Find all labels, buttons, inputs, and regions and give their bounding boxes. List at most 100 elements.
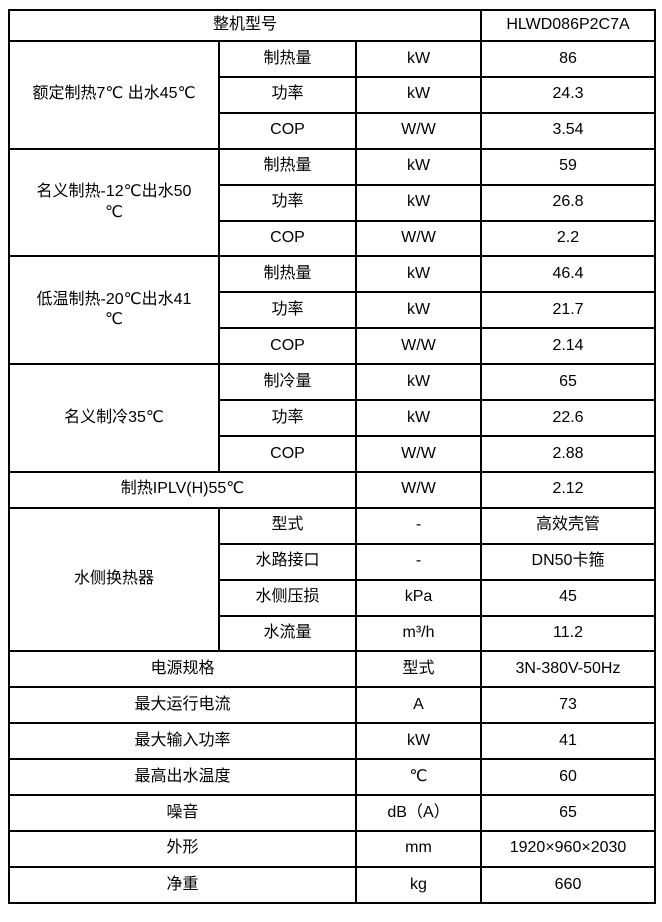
unit-cell: A xyxy=(354,686,483,725)
table-row: COP W/W 3.54 xyxy=(9,111,657,150)
category-cell: 低温制热-20℃出水41 ℃ xyxy=(8,255,220,366)
table-row: 水侧换热器 型式 - 高效壳管 xyxy=(8,506,657,653)
unit-cell: kW xyxy=(354,183,483,222)
table-row: COP W/W 2.2 xyxy=(9,219,657,258)
table-row: 水路接口 - DN50卡箍 xyxy=(9,542,657,581)
unit-cell: 型式 xyxy=(354,650,483,689)
value-cell: 46.4 xyxy=(480,255,657,294)
value-cell: 60 xyxy=(480,758,657,797)
unit-cell: m³/h xyxy=(354,614,483,653)
table-row: 最大输入功率 kW 41 xyxy=(8,722,657,761)
unit-cell: - xyxy=(354,506,483,545)
value-cell: 73 xyxy=(480,686,657,725)
item-cell: 水侧压损 xyxy=(218,578,357,617)
unit-cell: kg xyxy=(354,865,483,905)
label-cell: 最大输入功率 xyxy=(8,722,357,761)
table-row: 名义制冷35℃ 制冷量 kW 65 xyxy=(8,363,657,473)
value-cell: 45 xyxy=(480,578,657,617)
unit-cell: dB（A） xyxy=(354,794,483,832)
table-row: 功率 kW 26.8 xyxy=(9,183,657,222)
item-cell: 功率 xyxy=(218,183,357,222)
model-value-cell: HLWD086P2C7A xyxy=(480,9,657,42)
value-cell: 2.88 xyxy=(480,434,657,473)
table-row: 名义制热-12℃出水50 ℃ 制热量 kW 59 xyxy=(8,147,657,258)
item-cell: 制热量 xyxy=(218,40,357,78)
label-cell: 最高出水温度 xyxy=(8,758,357,797)
category-cell: 名义制冷35℃ xyxy=(8,363,220,473)
unit-cell: kW xyxy=(354,75,483,114)
unit-cell: W/W xyxy=(354,470,483,509)
table-row: 功率 kW 21.7 xyxy=(9,291,657,330)
label-cell: 电源规格 xyxy=(8,650,357,689)
label-cell: 制热IPLV(H)55℃ xyxy=(8,470,357,509)
value-cell: 26.8 xyxy=(480,183,657,222)
table-row: 水流量 m³/h 11.2 xyxy=(9,614,657,653)
value-cell: 11.2 xyxy=(480,614,657,653)
table-row: 功率 kW 24.3 xyxy=(9,75,657,114)
item-cell: 制热量 xyxy=(218,255,357,294)
item-cell: 功率 xyxy=(218,75,357,114)
category-cell: 名义制热-12℃出水50 ℃ xyxy=(8,147,220,258)
item-cell: COP xyxy=(218,219,357,258)
unit-cell: kW xyxy=(354,40,483,78)
value-cell: 2.2 xyxy=(480,219,657,258)
item-cell: 制冷量 xyxy=(218,363,357,402)
value-cell: 21.7 xyxy=(480,291,657,330)
item-cell: 水流量 xyxy=(218,614,357,653)
item-cell: 功率 xyxy=(218,291,357,330)
model-label-cell: 整机型号 xyxy=(7,9,483,42)
table-row: 电源规格 型式 3N-380V-50Hz xyxy=(8,650,657,689)
value-cell: 3.54 xyxy=(480,111,657,150)
unit-cell: ℃ xyxy=(354,758,483,797)
label-cell: 最大运行电流 xyxy=(8,686,357,725)
value-cell: 24.3 xyxy=(480,75,657,114)
unit-cell: W/W xyxy=(354,327,483,366)
unit-cell: kW xyxy=(354,399,483,437)
spec-table: 整机型号 HLWD086P2C7A 额定制热7℃ 出水45℃ 制热量 kW 86… xyxy=(7,9,657,905)
table-row: 整机型号 HLWD086P2C7A xyxy=(7,9,657,42)
table-row: 净重 kg 660 xyxy=(8,865,657,905)
value-cell: 41 xyxy=(480,722,657,761)
unit-cell: mm xyxy=(354,829,483,868)
table-row: COP W/W 2.14 xyxy=(9,327,657,366)
item-cell: 功率 xyxy=(218,399,357,437)
unit-cell: kW xyxy=(354,255,483,294)
item-cell: 制热量 xyxy=(218,147,357,186)
table-row: COP W/W 2.88 xyxy=(9,434,657,473)
label-cell: 噪音 xyxy=(8,794,357,832)
value-cell: 660 xyxy=(480,865,657,905)
item-cell: 水路接口 xyxy=(218,542,357,581)
table-row: 额定制热7℃ 出水45℃ 制热量 kW 86 xyxy=(8,40,657,150)
item-cell: COP xyxy=(218,327,357,366)
value-cell: 1920×960×2030 xyxy=(480,829,657,868)
value-cell: 2.14 xyxy=(480,327,657,366)
table-row: 外形 mm 1920×960×2030 xyxy=(8,829,657,868)
table-row: 噪音 dB（A） 65 xyxy=(8,794,657,832)
unit-cell: kW xyxy=(354,363,483,402)
value-cell: 22.6 xyxy=(480,399,657,437)
value-cell: 65 xyxy=(480,363,657,402)
value-cell: 3N-380V-50Hz xyxy=(480,650,657,689)
table-row: 功率 kW 22.6 xyxy=(9,399,657,437)
value-cell: 59 xyxy=(480,147,657,186)
unit-cell: kPa xyxy=(354,578,483,617)
value-cell: 2.12 xyxy=(480,470,657,509)
unit-cell: W/W xyxy=(354,219,483,258)
unit-cell: kW xyxy=(354,722,483,761)
label-cell: 外形 xyxy=(8,829,357,868)
table-row: 最高出水温度 ℃ 60 xyxy=(8,758,657,797)
value-cell: 65 xyxy=(480,794,657,832)
label-cell: 净重 xyxy=(8,865,357,905)
category-cell: 额定制热7℃ 出水45℃ xyxy=(8,40,220,150)
table-row: 低温制热-20℃出水41 ℃ 制热量 kW 46.4 xyxy=(8,255,657,366)
category-cell: 水侧换热器 xyxy=(8,506,220,653)
table-row: 最大运行电流 A 73 xyxy=(8,686,657,725)
item-cell: COP xyxy=(218,111,357,150)
value-cell: DN50卡箍 xyxy=(480,542,657,581)
unit-cell: kW xyxy=(354,291,483,330)
table-row: 制热IPLV(H)55℃ W/W 2.12 xyxy=(8,470,657,509)
item-cell: 型式 xyxy=(218,506,357,545)
unit-cell: W/W xyxy=(354,111,483,150)
unit-cell: kW xyxy=(354,147,483,186)
value-cell: 86 xyxy=(480,40,657,78)
